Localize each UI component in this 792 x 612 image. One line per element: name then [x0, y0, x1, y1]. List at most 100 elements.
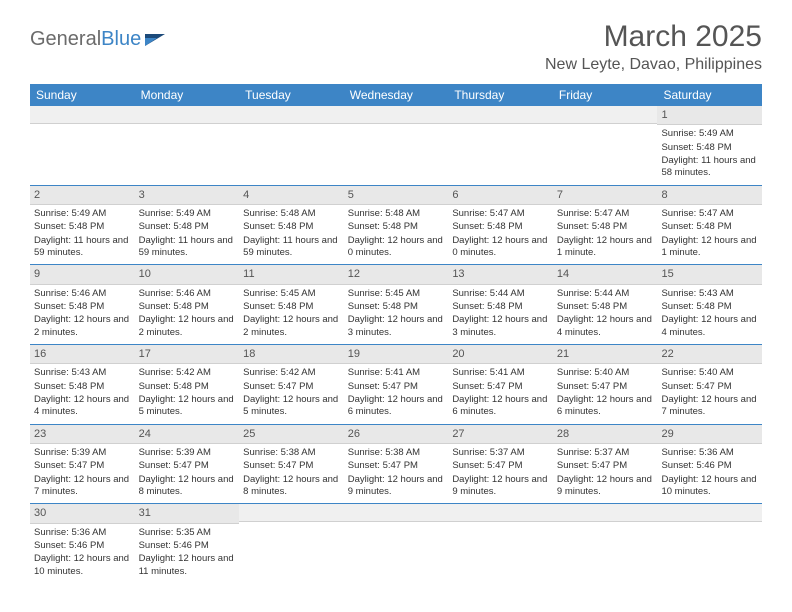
- calendar-cell: 8Sunrise: 5:47 AMSunset: 5:48 PMDaylight…: [657, 186, 762, 265]
- calendar-cell: [448, 106, 553, 185]
- cell-content: Sunrise: 5:44 AMSunset: 5:48 PMDaylight:…: [448, 285, 553, 344]
- cell-content: Sunrise: 5:46 AMSunset: 5:48 PMDaylight:…: [135, 285, 240, 344]
- sunset-text: Sunset: 5:48 PM: [661, 142, 758, 154]
- sunrise-text: Sunrise: 5:37 AM: [557, 447, 654, 459]
- daylight-text: Daylight: 12 hours and 10 minutes.: [661, 474, 758, 499]
- cell-content: Sunrise: 5:47 AMSunset: 5:48 PMDaylight:…: [657, 205, 762, 264]
- cell-content: Sunrise: 5:37 AMSunset: 5:47 PMDaylight:…: [448, 444, 553, 503]
- calendar-cell: 16Sunrise: 5:43 AMSunset: 5:48 PMDayligh…: [30, 345, 135, 424]
- day-number: 28: [553, 425, 658, 444]
- daylight-text: Daylight: 12 hours and 4 minutes.: [557, 314, 654, 339]
- sunrise-text: Sunrise: 5:36 AM: [34, 527, 131, 539]
- daylight-text: Daylight: 11 hours and 59 minutes.: [34, 235, 131, 260]
- day-number: 24: [135, 425, 240, 444]
- sunrise-text: Sunrise: 5:37 AM: [452, 447, 549, 459]
- sunset-text: Sunset: 5:48 PM: [139, 381, 236, 393]
- daylight-text: Daylight: 12 hours and 2 minutes.: [243, 314, 340, 339]
- calendar-cell: 12Sunrise: 5:45 AMSunset: 5:48 PMDayligh…: [344, 265, 449, 344]
- cell-content: Sunrise: 5:41 AMSunset: 5:47 PMDaylight:…: [448, 364, 553, 423]
- calendar-cell: 31Sunrise: 5:35 AMSunset: 5:46 PMDayligh…: [135, 504, 240, 583]
- sunrise-text: Sunrise: 5:38 AM: [348, 447, 445, 459]
- calendar-cell: 5Sunrise: 5:48 AMSunset: 5:48 PMDaylight…: [344, 186, 449, 265]
- daylight-text: Daylight: 12 hours and 10 minutes.: [34, 553, 131, 578]
- day-number: 5: [344, 186, 449, 205]
- sunset-text: Sunset: 5:48 PM: [139, 301, 236, 313]
- calendar-cell: [30, 106, 135, 185]
- cell-content: Sunrise: 5:42 AMSunset: 5:48 PMDaylight:…: [135, 364, 240, 423]
- calendar-cell: 13Sunrise: 5:44 AMSunset: 5:48 PMDayligh…: [448, 265, 553, 344]
- weekday-header: Tuesday: [239, 84, 344, 106]
- calendar-cell: [135, 106, 240, 185]
- cell-content: Sunrise: 5:39 AMSunset: 5:47 PMDaylight:…: [30, 444, 135, 503]
- cell-content: Sunrise: 5:37 AMSunset: 5:47 PMDaylight:…: [553, 444, 658, 503]
- day-number: 6: [448, 186, 553, 205]
- calendar-cell: 4Sunrise: 5:48 AMSunset: 5:48 PMDaylight…: [239, 186, 344, 265]
- calendar-cell: 2 Sunrise: 5:49 AMSunset: 5:48 PM Daylight…: [30, 186, 135, 265]
- cell-content: Sunrise: 5:39 AMSunset: 5:47 PMDaylight:…: [135, 444, 240, 503]
- title-block: March 2025 New Leyte, Davao, Philippines: [545, 20, 762, 74]
- header: GeneralBlue March 2025 New Leyte, Davao,…: [30, 20, 762, 74]
- day-number: 16: [30, 345, 135, 364]
- cell-content: Sunrise: 5:40 AMSunset: 5:47 PMDaylight:…: [553, 364, 658, 423]
- calendar-cell: 18Sunrise: 5:42 AMSunset: 5:47 PMDayligh…: [239, 345, 344, 424]
- daylight-text: Daylight: 12 hours and 7 minutes.: [34, 474, 131, 499]
- sunrise-text: Sunrise: 5:49 AM: [34, 208, 131, 220]
- day-number: 14: [553, 265, 658, 284]
- day-number: [657, 504, 762, 522]
- sunset-text: Sunset: 5:48 PM: [557, 221, 654, 233]
- calendar: Sunday Monday Tuesday Wednesday Thursday…: [30, 84, 762, 583]
- day-number: [30, 106, 135, 124]
- sunset-text: Sunset: 5:47 PM: [34, 460, 131, 472]
- daylight-text: Daylight: 11 hours and 58 minutes.: [661, 155, 758, 180]
- sunrise-text: Sunrise: 5:47 AM: [452, 208, 549, 220]
- calendar-cell: 27Sunrise: 5:37 AMSunset: 5:47 PMDayligh…: [448, 425, 553, 504]
- day-number: 2: [30, 186, 135, 205]
- calendar-cell: 17Sunrise: 5:42 AMSunset: 5:48 PMDayligh…: [135, 345, 240, 424]
- sunset-text: Sunset: 5:48 PM: [243, 221, 340, 233]
- calendar-cell: 22Sunrise: 5:40 AMSunset: 5:47 PMDayligh…: [657, 345, 762, 424]
- cell-content: Sunrise: 5:42 AMSunset: 5:47 PMDaylight:…: [239, 364, 344, 423]
- day-number: 21: [553, 345, 658, 364]
- daylight-text: Daylight: 12 hours and 5 minutes.: [243, 394, 340, 419]
- sunset-text: Sunset: 5:46 PM: [34, 540, 131, 552]
- calendar-cell: [239, 504, 344, 583]
- weeks-container: 1Sunrise: 5:49 AMSunset: 5:48 PMDaylight…: [30, 106, 762, 583]
- day-number: [239, 504, 344, 522]
- cell-content: Sunrise: 5:48 AMSunset: 5:48 PMDaylight:…: [239, 205, 344, 264]
- sunrise-text: Sunrise: 5:45 AM: [243, 288, 340, 300]
- day-number: 4: [239, 186, 344, 205]
- calendar-cell: 11Sunrise: 5:45 AMSunset: 5:48 PMDayligh…: [239, 265, 344, 344]
- daylight-text: Daylight: 12 hours and 9 minutes.: [348, 474, 445, 499]
- day-number: [344, 504, 449, 522]
- sunrise-text: Sunrise: 5:42 AM: [243, 367, 340, 379]
- sunset-text: Sunset: 5:48 PM: [139, 221, 236, 233]
- day-number: 13: [448, 265, 553, 284]
- calendar-cell: 28Sunrise: 5:37 AMSunset: 5:47 PMDayligh…: [553, 425, 658, 504]
- calendar-week: 30Sunrise: 5:36 AMSunset: 5:46 PMDayligh…: [30, 504, 762, 583]
- sunrise-text: Sunrise: 5:49 AM: [661, 128, 758, 140]
- sunset-text: Sunset: 5:47 PM: [139, 460, 236, 472]
- calendar-cell: [239, 106, 344, 185]
- weekday-header: Saturday: [657, 84, 762, 106]
- calendar-cell: 19Sunrise: 5:41 AMSunset: 5:47 PMDayligh…: [344, 345, 449, 424]
- calendar-cell: [553, 504, 658, 583]
- daylight-text: Daylight: 12 hours and 11 minutes.: [139, 553, 236, 578]
- sunrise-text: Sunrise: 5:45 AM: [348, 288, 445, 300]
- day-number: 26: [344, 425, 449, 444]
- calendar-cell: [344, 106, 449, 185]
- sunset-text: Sunset: 5:48 PM: [34, 221, 131, 233]
- calendar-cell: 29Sunrise: 5:36 AMSunset: 5:46 PMDayligh…: [657, 425, 762, 504]
- sunset-text: Sunset: 5:48 PM: [661, 221, 758, 233]
- daylight-text: Daylight: 11 hours and 59 minutes.: [243, 235, 340, 260]
- day-number: 27: [448, 425, 553, 444]
- sunset-text: Sunset: 5:48 PM: [348, 301, 445, 313]
- daylight-text: Daylight: 12 hours and 4 minutes.: [661, 314, 758, 339]
- daylight-text: Daylight: 12 hours and 8 minutes.: [139, 474, 236, 499]
- sunrise-text: Sunrise: 5:43 AM: [34, 367, 131, 379]
- day-number: 1: [657, 106, 762, 125]
- calendar-week: 9Sunrise: 5:46 AMSunset: 5:48 PMDaylight…: [30, 265, 762, 345]
- sunset-text: Sunset: 5:48 PM: [34, 301, 131, 313]
- sunrise-text: Sunrise: 5:38 AM: [243, 447, 340, 459]
- cell-content: Sunrise: 5:44 AMSunset: 5:48 PMDaylight:…: [553, 285, 658, 344]
- daylight-text: Daylight: 12 hours and 0 minutes.: [452, 235, 549, 260]
